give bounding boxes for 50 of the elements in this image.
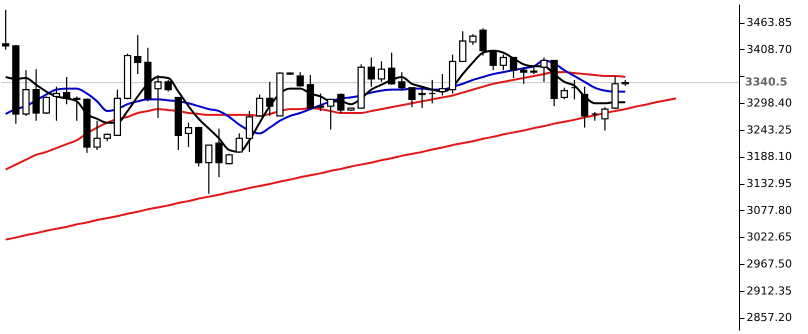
candlestick [32,68,40,122]
y-tick-label: 3243.25 [746,123,792,136]
candlestick [134,34,142,75]
candlestick [428,79,436,104]
candlestick [418,86,426,109]
y-tick-label: 2967.50 [746,258,792,271]
y-tick-label: 2857.20 [746,311,792,324]
candlestick [388,52,396,86]
candlestick [368,56,375,88]
candlestick [205,144,212,194]
line-series [4,71,626,170]
candlestick [601,106,609,132]
candlestick [296,72,304,88]
candlestick [560,87,568,100]
candlestick [327,98,334,130]
candlestick [62,76,70,105]
ref-line-label: 3340.5 [745,76,788,89]
candlestick [398,72,406,90]
candlestick [570,79,578,100]
candlestick [266,81,274,117]
candlestick [408,87,416,108]
candlestick [306,74,314,110]
candlestick [154,74,162,118]
candlestick [164,79,172,92]
candlestick [438,73,446,96]
candlestick [337,92,344,114]
candlestick [500,54,508,71]
candlestick [540,56,548,82]
candlestick [52,86,60,122]
candlestick [2,9,10,50]
candlestick [316,92,324,112]
y-tick-label: 3132.95 [746,177,792,190]
y-tick-label: 2912.35 [746,284,792,298]
candlestick [591,111,598,122]
y-tick-label: 3408.70 [746,42,792,56]
candlestick [459,30,466,62]
y-tick-label: 3077.80 [746,204,792,217]
candlestick [580,86,588,128]
y-tick-label: 3463.85 [746,16,792,30]
candlestick [184,122,192,148]
candlestick [378,60,386,82]
y-tick-label: 3298.40 [746,96,792,110]
candlestick [469,34,477,46]
candlestick [510,56,518,79]
candlestick [42,96,50,115]
candlestick [73,96,80,122]
y-tick-label: 3022.65 [746,230,792,244]
candlestick [256,94,264,117]
candlestick [520,66,528,84]
y-tick-label: 3188.10 [746,150,792,164]
